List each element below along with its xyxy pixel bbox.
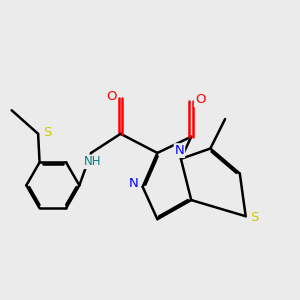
Text: O: O [106, 91, 117, 103]
Text: S: S [43, 126, 51, 139]
Text: NH: NH [84, 155, 101, 168]
Text: N: N [175, 144, 184, 157]
Text: N: N [129, 177, 139, 190]
Text: S: S [250, 211, 259, 224]
Text: O: O [195, 93, 205, 106]
